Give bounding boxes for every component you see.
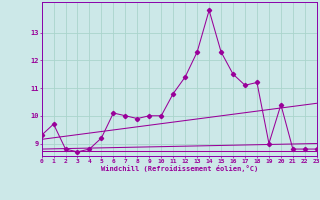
X-axis label: Windchill (Refroidissement éolien,°C): Windchill (Refroidissement éolien,°C) bbox=[100, 165, 258, 172]
